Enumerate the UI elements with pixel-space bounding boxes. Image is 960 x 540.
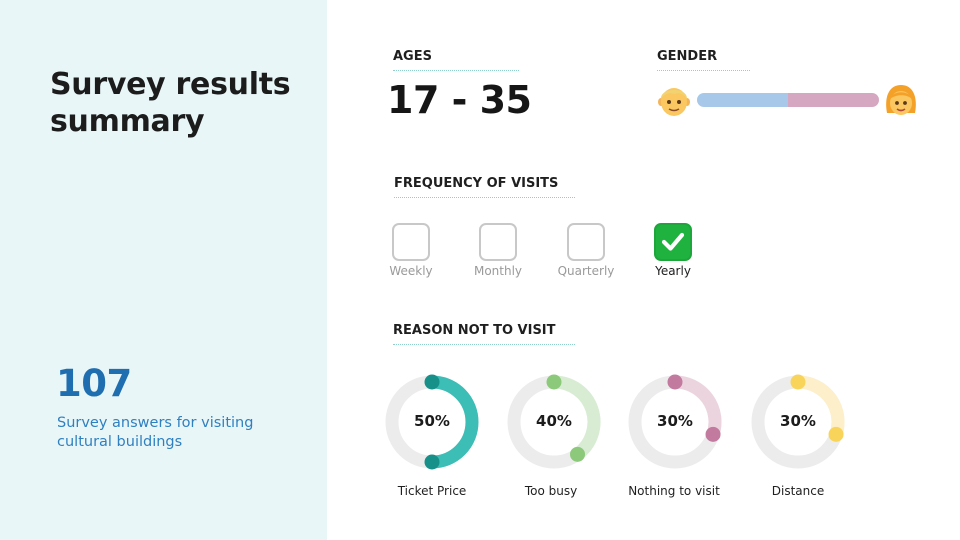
donut-end-dot — [424, 454, 440, 470]
frequency-option-quarterly[interactable]: Quarterly — [556, 223, 616, 283]
frequency-option-weekly[interactable]: Weekly — [381, 223, 441, 283]
donut-start-dot — [667, 374, 683, 390]
donut-value-too-busy: 40% — [536, 412, 572, 430]
frequency-label-yearly: Yearly — [655, 264, 691, 278]
donut-nothing-to-visit: 30% — [627, 374, 723, 470]
frequency-label-weekly: Weekly — [389, 264, 433, 278]
frequency-label-quarterly: Quarterly — [557, 264, 615, 278]
donut-label-distance: Distance — [771, 484, 825, 498]
donut-arc — [674, 375, 722, 437]
man-face-icon — [657, 83, 691, 117]
total-responses-count: 107 — [56, 362, 132, 405]
frequency-label-monthly: Monthly — [473, 264, 523, 278]
checkbox-monthly[interactable] — [479, 223, 517, 261]
checkbox-quarterly[interactable] — [567, 223, 605, 261]
checkbox-yearly-checked[interactable] — [654, 223, 692, 261]
donut-label-too-busy: Too busy — [524, 484, 578, 498]
donut-value-nothing-to-visit: 30% — [657, 412, 693, 430]
donut-start-dot — [546, 374, 562, 390]
donut-label-ticket-price: Ticket Price — [397, 484, 467, 498]
donut-distance: 30% — [750, 374, 846, 470]
donut-ticket-price: 50% — [384, 374, 480, 470]
donut-end-dot — [828, 426, 844, 442]
check-mark-icon — [661, 232, 685, 251]
woman-face-icon — [884, 83, 918, 117]
frequency-option-monthly[interactable]: Monthly — [468, 223, 528, 283]
donut-start-dot — [790, 374, 806, 390]
checkbox-weekly[interactable] — [392, 223, 430, 261]
donut-arc — [431, 375, 479, 469]
donut-value-distance: 30% — [780, 412, 816, 430]
donut-end-dot — [705, 426, 721, 442]
donut-label-nothing-to-visit: Nothing to visit — [628, 484, 720, 498]
donut-arc — [797, 375, 845, 437]
page-title: Survey results summary — [50, 67, 291, 139]
donut-too-busy: 40% — [506, 374, 602, 470]
reasons-heading: REASON NOT TO VISIT — [393, 323, 575, 345]
gender-bar-female — [788, 93, 879, 107]
donut-end-dot — [570, 446, 586, 462]
gender-ratio-bar — [697, 93, 879, 107]
gender-heading: GENDER — [657, 49, 750, 71]
frequency-option-yearly[interactable]: Yearly — [643, 223, 703, 283]
total-responses-description: Survey answers for visiting cultural bui… — [57, 415, 254, 450]
donut-arc — [553, 375, 601, 460]
ages-value: 17 - 35 — [387, 78, 532, 122]
donut-start-dot — [424, 374, 440, 390]
left-panel: Survey results summary 107 Survey answer… — [0, 0, 327, 540]
frequency-heading: FREQUENCY OF VISITS — [394, 176, 575, 198]
ages-heading: AGES — [393, 49, 519, 71]
gender-bar-male — [697, 93, 788, 107]
donut-value-ticket-price: 50% — [414, 412, 450, 430]
